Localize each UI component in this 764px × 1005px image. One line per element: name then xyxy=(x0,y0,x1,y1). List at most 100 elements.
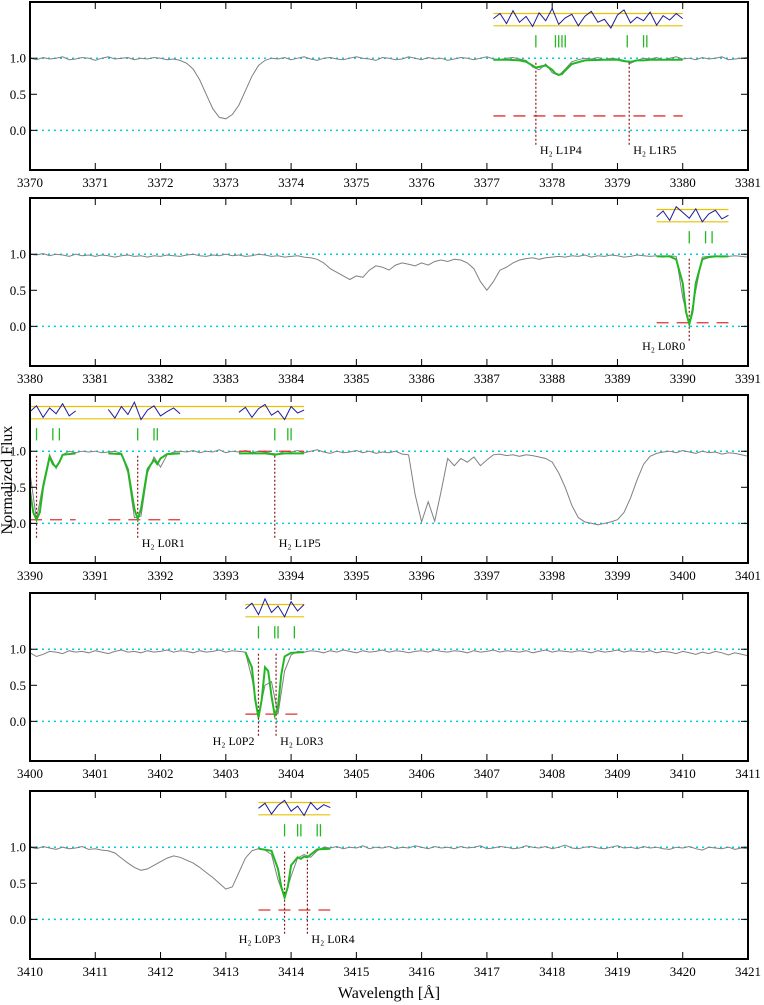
transition-label: H₂ L0R0 xyxy=(642,339,685,353)
residual-line xyxy=(656,205,729,223)
x-tick-label: 3398 xyxy=(539,568,565,583)
spectrum-line xyxy=(29,844,749,900)
x-tick-label: 3419 xyxy=(604,964,630,979)
x-tick-label: 3390 xyxy=(17,568,43,583)
x-tick-label: 3385 xyxy=(343,371,369,386)
transition-label: H₂ L1R5 xyxy=(633,143,676,157)
fit-line xyxy=(108,452,181,523)
fit-line xyxy=(238,452,305,456)
x-tick-label: 3403 xyxy=(213,766,239,781)
x-tick-label: 3373 xyxy=(213,175,239,190)
transition-label: H₂ L0R3 xyxy=(280,734,323,748)
plot-frame xyxy=(29,1,749,171)
fit-line xyxy=(656,255,729,329)
x-tick-label: 3418 xyxy=(539,964,565,979)
x-tick-label: 3381 xyxy=(82,371,108,386)
transition-label: H₂ L0R1 xyxy=(142,536,185,550)
x-tick-label: 3401 xyxy=(82,766,108,781)
y-tick-label: 0.0 xyxy=(10,123,26,138)
x-tick-label: 3372 xyxy=(148,175,174,190)
x-tick-label: 3410 xyxy=(670,766,696,781)
x-tick-label: 3378 xyxy=(539,175,565,190)
plot-frame xyxy=(29,592,749,762)
x-tick-label: 3387 xyxy=(474,371,501,386)
x-tick-label: 3392 xyxy=(148,568,174,583)
spectrum-line xyxy=(29,649,749,716)
x-tick-label: 3390 xyxy=(670,371,696,386)
x-tick-label: 3417 xyxy=(474,964,501,979)
x-tick-label: 3411 xyxy=(83,964,109,979)
x-tick-label: 3415 xyxy=(343,964,369,979)
y-tick-label: 0.5 xyxy=(10,678,26,693)
y-tick-label: 0.5 xyxy=(10,876,26,891)
x-tick-label: 3380 xyxy=(670,175,696,190)
x-tick-label: 3380 xyxy=(17,371,43,386)
spectrum-line xyxy=(29,252,749,324)
y-tick-label: 0.0 xyxy=(10,516,26,531)
x-tick-label: 3374 xyxy=(278,175,305,190)
x-tick-label: 3391 xyxy=(735,371,761,386)
x-tick-label: 3414 xyxy=(278,964,305,979)
x-tick-label: 3389 xyxy=(604,371,630,386)
residual-line xyxy=(493,7,684,29)
x-tick-label: 3395 xyxy=(343,568,369,583)
x-tick-label: 3411 xyxy=(735,766,761,781)
y-tick-label: 0.5 xyxy=(10,480,26,495)
residual-line xyxy=(107,400,181,421)
x-tick-label: 3384 xyxy=(278,371,305,386)
x-tick-label: 3406 xyxy=(409,766,436,781)
spectrum-line xyxy=(29,56,749,120)
plot-frame xyxy=(29,197,749,367)
fit-line xyxy=(244,651,305,720)
y-tick-label: 0.5 xyxy=(10,87,26,102)
x-tick-label: 3386 xyxy=(409,371,436,386)
x-tick-label: 3376 xyxy=(409,175,436,190)
x-tick-label: 3416 xyxy=(409,964,436,979)
x-tick-label: 3410 xyxy=(17,964,43,979)
plot-frame xyxy=(29,790,749,960)
y-tick-label: 0.0 xyxy=(10,319,26,334)
y-axis-label: Normalized Flux xyxy=(0,426,16,535)
y-tick-label: 0.0 xyxy=(10,714,26,729)
y-tick-label: 0.0 xyxy=(10,912,26,927)
fit-line xyxy=(258,847,331,902)
residual-line xyxy=(238,403,305,421)
x-tick-label: 3400 xyxy=(670,568,696,583)
transition-label: H₂ L0P2 xyxy=(213,734,255,748)
x-tick-label: 3383 xyxy=(213,371,239,386)
x-tick-label: 3375 xyxy=(343,175,369,190)
y-tick-label: 1.0 xyxy=(10,444,26,459)
residual-line xyxy=(245,597,305,618)
transition-label: H₂ L1P4 xyxy=(540,143,582,157)
x-tick-label: 3377 xyxy=(474,175,501,190)
y-tick-label: 1.0 xyxy=(10,247,26,262)
x-tick-label: 3397 xyxy=(474,568,501,583)
y-tick-label: 0.5 xyxy=(10,283,26,298)
x-tick-label: 3382 xyxy=(148,371,174,386)
residual-line xyxy=(258,799,331,817)
x-tick-label: 3391 xyxy=(82,568,108,583)
fit-line xyxy=(29,452,76,523)
residual-line xyxy=(29,402,77,419)
x-tick-label: 3370 xyxy=(17,175,43,190)
x-tick-label: 3412 xyxy=(148,964,174,979)
x-tick-label: 3413 xyxy=(213,964,239,979)
x-tick-label: 3420 xyxy=(670,964,696,979)
x-tick-label: 3400 xyxy=(17,766,43,781)
x-tick-label: 3421 xyxy=(735,964,761,979)
x-tick-label: 3381 xyxy=(735,175,761,190)
transition-label: H₂ L0P3 xyxy=(239,932,281,946)
transition-label: H₂ L0R4 xyxy=(311,932,354,946)
plot-frame xyxy=(29,394,749,564)
x-tick-label: 3371 xyxy=(82,175,108,190)
y-tick-label: 1.0 xyxy=(10,840,26,855)
x-tick-label: 3393 xyxy=(213,568,239,583)
x-tick-label: 3407 xyxy=(474,766,501,781)
x-tick-label: 3399 xyxy=(604,568,630,583)
fit-line xyxy=(493,58,683,76)
y-tick-label: 1.0 xyxy=(10,642,26,657)
x-tick-label: 3388 xyxy=(539,371,565,386)
y-tick-label: 1.0 xyxy=(10,51,26,66)
